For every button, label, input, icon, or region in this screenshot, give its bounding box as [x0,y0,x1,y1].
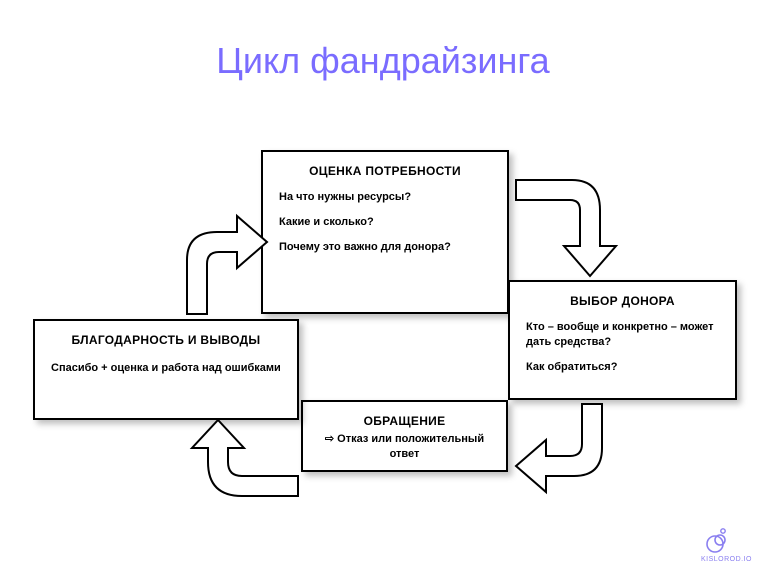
box-assessment-title: ОЦЕНКА ПОТРЕБНОСТИ [279,164,491,178]
logo: KISLOROD.IO [701,526,752,563]
box-thanks: БЛАГОДАРНОСТЬ И ВЫВОДЫ Спасибо + оценка … [33,319,299,420]
arrow-donor-to-appeal [510,400,630,510]
box-donor-line: Как обратиться? [526,360,719,375]
box-assessment-line: На что нужны ресурсы? [279,190,491,205]
box-donor: ВЫБОР ДОНОРА Кто – вообще и конкретно – … [508,280,737,400]
box-appeal-sub: ⇨ Отказ или положительный ответ [319,432,490,462]
page-title: Цикл фандрайзинга [0,40,766,82]
box-appeal-title: ОБРАЩЕНИЕ [319,414,490,428]
box-thanks-title: БЛАГОДАРНОСТЬ И ВЫВОДЫ [51,333,281,347]
arrow-assessment-to-donor [512,168,632,288]
arrow-thanks-to-assessment [157,198,277,318]
box-assessment-line: Почему это важно для донора? [279,240,491,255]
arrow-appeal-to-thanks [172,420,302,520]
box-assessment: ОЦЕНКА ПОТРЕБНОСТИ На что нужны ресурсы?… [261,150,509,314]
box-assessment-line: Какие и сколько? [279,215,491,230]
box-donor-title: ВЫБОР ДОНОРА [526,294,719,308]
box-donor-line: Кто – вообще и конкретно – может дать ср… [526,320,719,350]
box-appeal: ОБРАЩЕНИЕ ⇨ Отказ или положительный отве… [301,400,508,472]
box-thanks-line: Спасибо + оценка и работа над ошибками [51,361,281,376]
kislorod-icon [701,526,729,554]
logo-text: KISLOROD.IO [701,556,752,563]
